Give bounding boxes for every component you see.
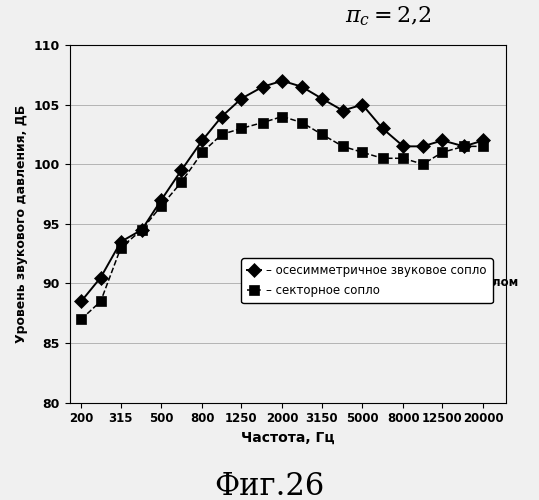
– осесимметричное звуковое сопло: [480, 138, 487, 143]
Line: – секторное сопло: – секторное сопло: [77, 112, 488, 324]
Text: Фиг.26: Фиг.26: [215, 471, 324, 500]
– осесимметричное звуковое сопло: [279, 78, 286, 84]
– осесимметричное звуковое сопло: [98, 274, 104, 280]
– секторное сопло: [139, 227, 145, 233]
– секторное сопло: [379, 156, 386, 162]
– осесимметричное звуковое сопло: [238, 96, 245, 102]
– осесимметричное звуковое сопло: [199, 138, 205, 143]
– осесимметричное звуковое сопло: [178, 167, 185, 173]
– секторное сопло: [400, 156, 406, 162]
– осесимметричное звуковое сопло: [299, 84, 305, 89]
– секторное сопло: [178, 179, 185, 185]
Text: с центральным телом
с выступами: с центральным телом с выступами: [369, 276, 518, 303]
– осесимметричное звуковое сопло: [260, 84, 266, 89]
– осесимметричное звуковое сопло: [420, 144, 426, 150]
– секторное сопло: [158, 203, 164, 209]
– секторное сопло: [98, 298, 104, 304]
Legend: – осесимметричное звуковое сопло, – секторное сопло: – осесимметричное звуковое сопло, – сект…: [241, 258, 493, 304]
– секторное сопло: [359, 150, 365, 156]
– секторное сопло: [340, 144, 346, 150]
– секторное сопло: [78, 316, 85, 322]
– осесимметричное звуковое сопло: [139, 227, 145, 233]
– секторное сопло: [461, 144, 467, 150]
– осесимметричное звуковое сопло: [218, 114, 225, 119]
– секторное сопло: [199, 150, 205, 156]
– секторное сопло: [260, 120, 266, 126]
– секторное сопло: [319, 132, 325, 138]
– осесимметричное звуковое сопло: [461, 144, 467, 150]
– секторное сопло: [420, 161, 426, 167]
– секторное сопло: [238, 126, 245, 132]
– осесимметричное звуковое сопло: [439, 138, 446, 143]
– секторное сопло: [218, 132, 225, 138]
– секторное сопло: [279, 114, 286, 119]
Line: – осесимметричное звуковое сопло: – осесимметричное звуковое сопло: [77, 76, 488, 306]
Y-axis label: Уровень звукового давления, ДБ: Уровень звукового давления, ДБ: [15, 104, 28, 343]
– осесимметричное звуковое сопло: [118, 238, 124, 244]
– секторное сопло: [480, 144, 487, 150]
– осесимметричное звуковое сопло: [359, 102, 365, 107]
– осесимметричное звуковое сопло: [158, 197, 164, 203]
– осесимметричное звуковое сопло: [400, 144, 406, 150]
– осесимметричное звуковое сопло: [379, 126, 386, 132]
– секторное сопло: [118, 244, 124, 250]
– секторное сопло: [299, 120, 305, 126]
– осесимметричное звуковое сопло: [340, 108, 346, 114]
X-axis label: Частота, Гц: Частота, Гц: [241, 431, 335, 445]
– осесимметричное звуковое сопло: [319, 96, 325, 102]
Text: $\pi_c=2{,}2$: $\pi_c=2{,}2$: [345, 4, 431, 28]
– осесимметричное звуковое сопло: [78, 298, 85, 304]
– секторное сопло: [439, 150, 446, 156]
